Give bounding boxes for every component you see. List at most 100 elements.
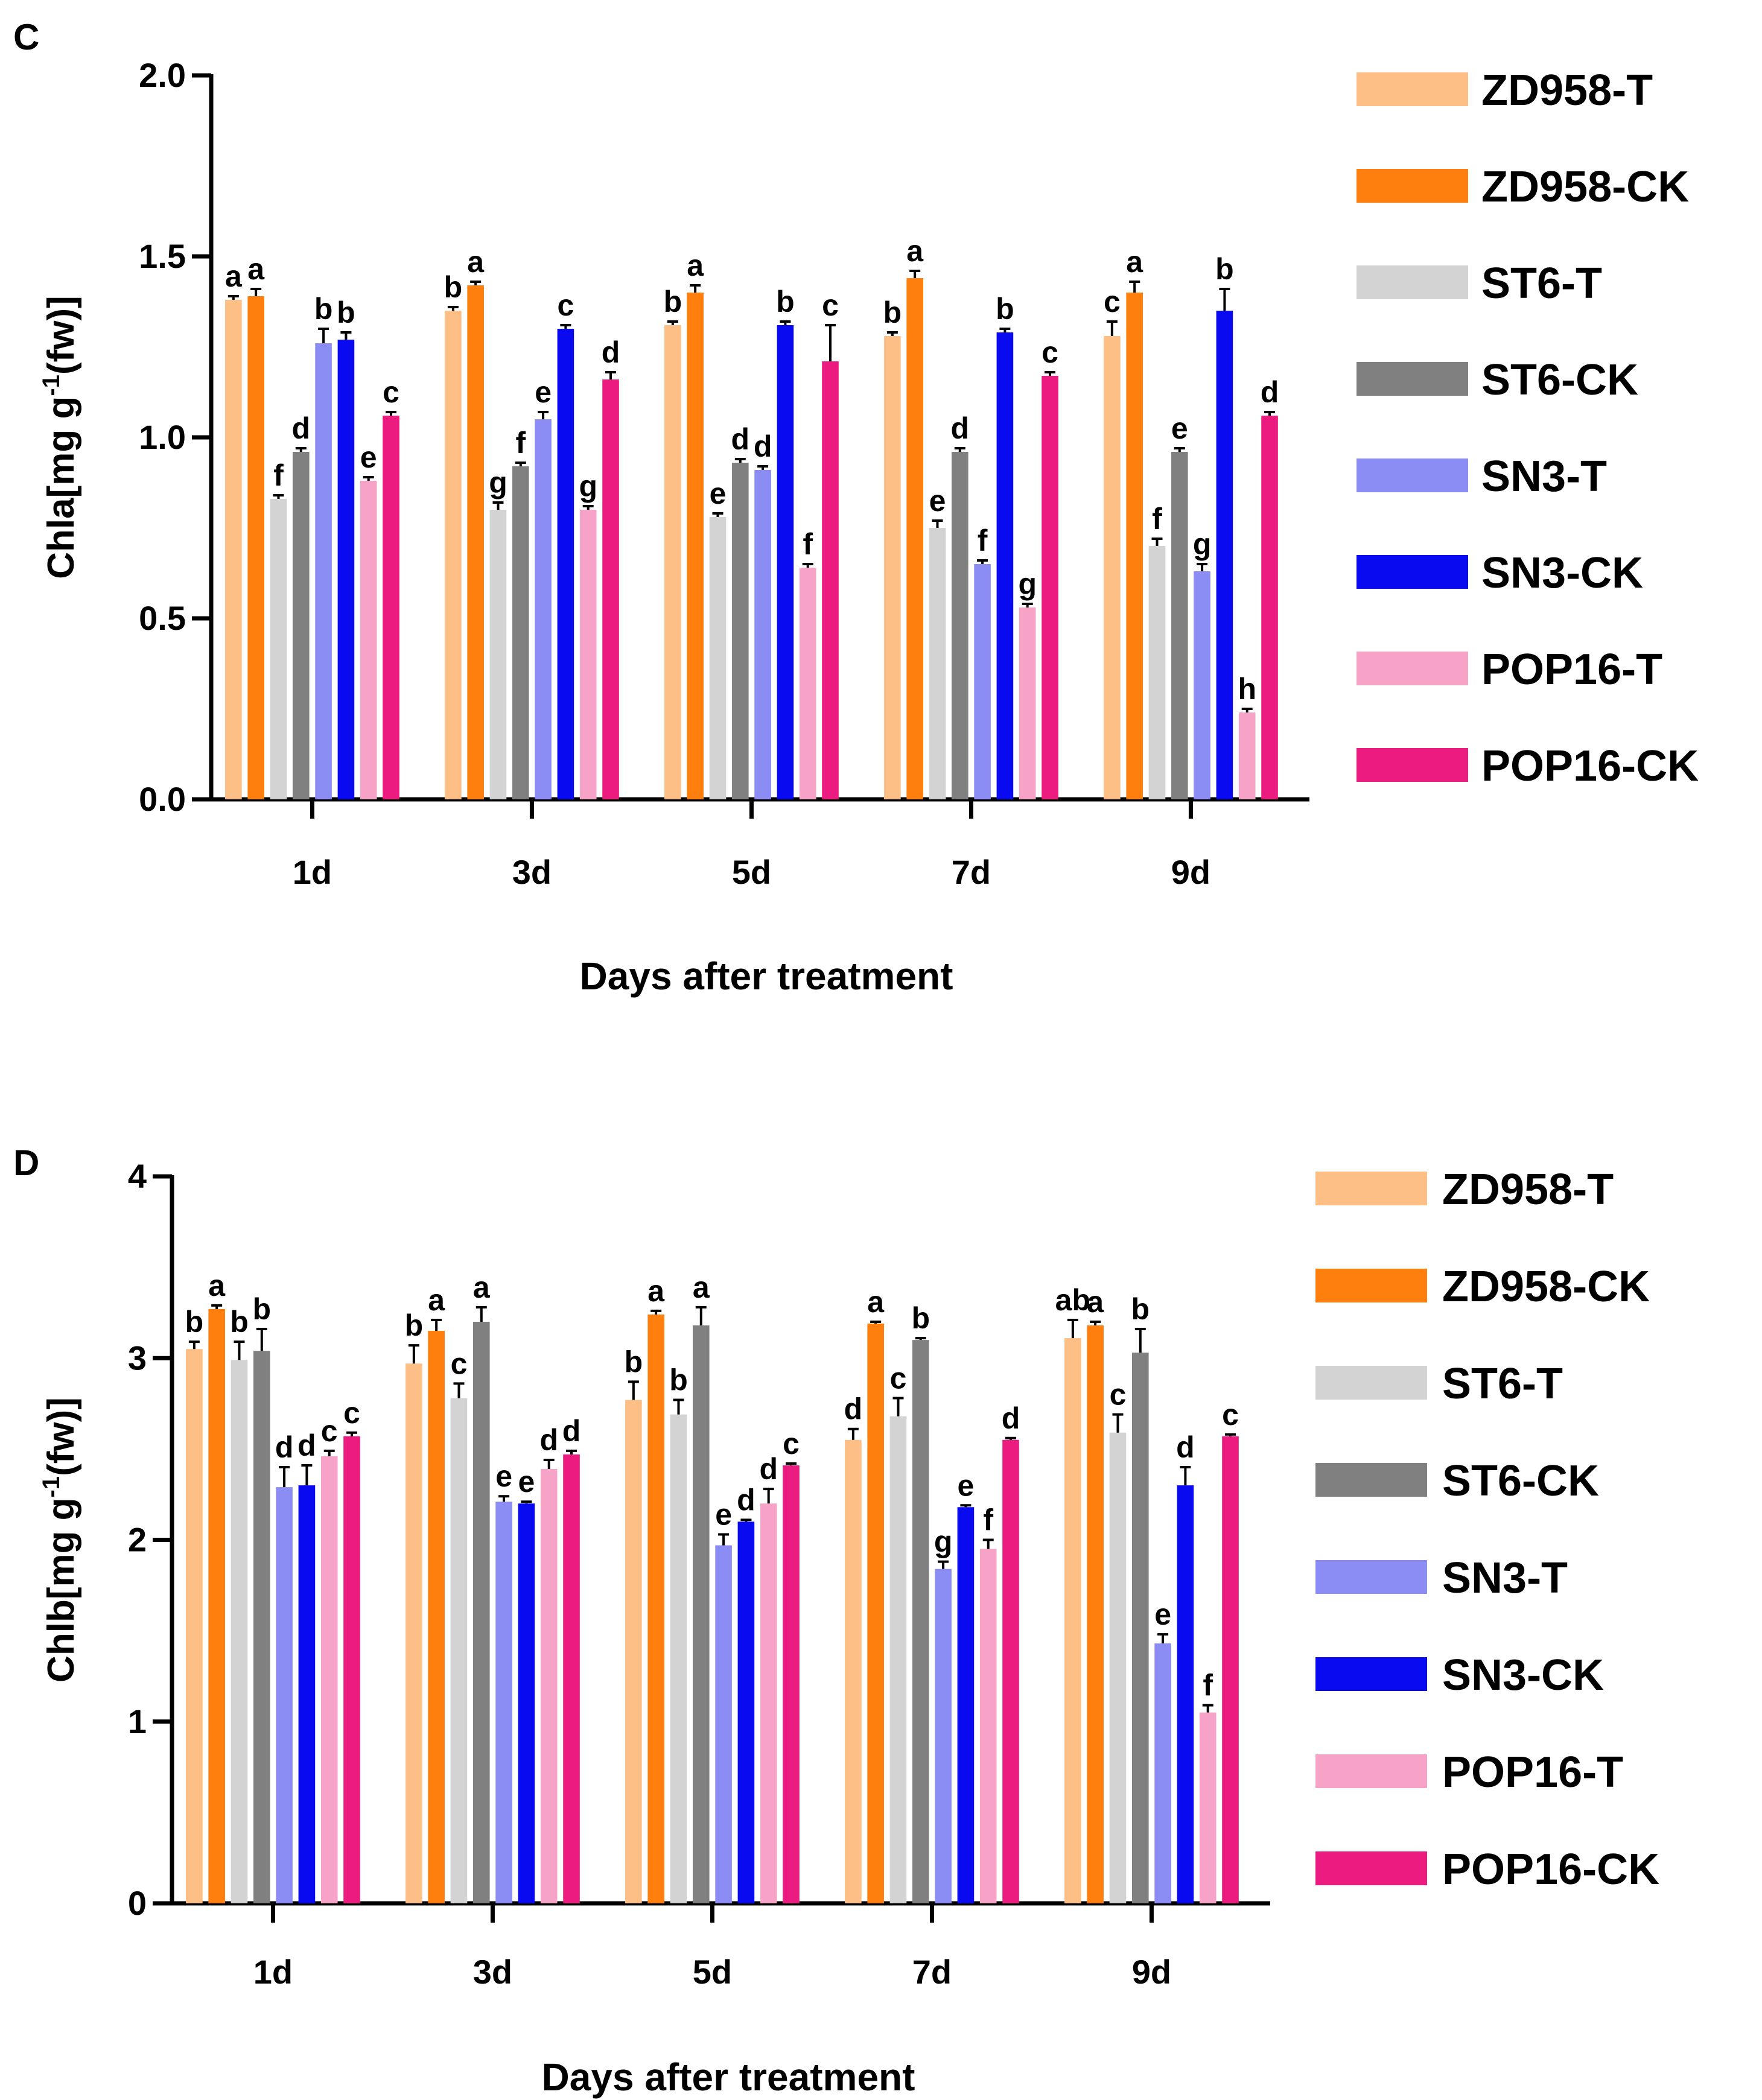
- significance-label: b: [337, 296, 355, 329]
- significance-label: f: [515, 426, 526, 460]
- legend-label: ZD958-CK: [1442, 1263, 1650, 1311]
- significance-label: e: [929, 484, 946, 518]
- bar: [1126, 293, 1143, 799]
- bar: [231, 1360, 248, 1903]
- legend-swatch: [1315, 1754, 1427, 1788]
- bar: [912, 1340, 929, 1903]
- bar: [1064, 1338, 1081, 1903]
- y-tick-label: 3: [128, 1339, 147, 1377]
- significance-label: e: [715, 1497, 732, 1531]
- significance-label: c: [890, 1362, 907, 1395]
- bar: [996, 332, 1014, 799]
- significance-label: d: [292, 411, 311, 445]
- bar: [472, 1322, 490, 1903]
- bar: [974, 564, 991, 799]
- bar: [292, 452, 310, 799]
- bar: [383, 416, 399, 799]
- x-tick-label: 5d: [732, 853, 771, 891]
- bar: [731, 463, 749, 799]
- significance-label: d: [297, 1429, 316, 1462]
- legend-label: ZD958-T: [1442, 1166, 1614, 1214]
- bar: [783, 1465, 800, 1903]
- y-tick-label: 0: [128, 1884, 147, 1922]
- legend-label: ZD958-CK: [1481, 163, 1689, 211]
- bar: [253, 1351, 270, 1903]
- x-tick-label: 5d: [693, 1953, 732, 1991]
- legend-label: POP16-T: [1442, 1748, 1623, 1797]
- bar: [557, 329, 574, 799]
- significance-label: d: [562, 1414, 581, 1448]
- y-axis-title-sup: -1: [38, 1476, 65, 1498]
- bar: [540, 1469, 558, 1903]
- bar: [1042, 376, 1058, 799]
- bar: [1002, 1439, 1019, 1903]
- bar: [445, 311, 462, 799]
- significance-label: a: [867, 1285, 885, 1319]
- y-axis-title-sup: -1: [38, 375, 65, 396]
- significance-label: g: [489, 466, 507, 500]
- significance-label: b: [912, 1301, 930, 1335]
- legend-label: POP16-CK: [1481, 742, 1699, 790]
- significance-label: a: [247, 252, 265, 286]
- y-axis-title-tail: (fw)]: [40, 1397, 82, 1476]
- panel-label: D: [13, 1143, 39, 1183]
- legend-swatch: [1356, 748, 1468, 782]
- significance-label: g: [579, 469, 597, 503]
- x-tick-label: 3d: [473, 1953, 512, 1991]
- bar: [343, 1436, 360, 1903]
- significance-label: h: [1238, 672, 1256, 706]
- bar: [563, 1454, 580, 1903]
- legend-swatch: [1315, 1172, 1427, 1205]
- bar: [579, 510, 597, 799]
- bar: [1238, 712, 1256, 799]
- legend-label: SN3-CK: [1442, 1651, 1604, 1699]
- bar: [884, 336, 901, 799]
- bar: [754, 470, 771, 799]
- y-tick-label: 2: [128, 1521, 147, 1559]
- bar: [489, 510, 507, 799]
- bar: [298, 1485, 316, 1903]
- significance-label: e: [495, 1459, 512, 1493]
- significance-label: b: [776, 285, 795, 319]
- bar: [979, 1549, 997, 1903]
- y-tick-label: 0.0: [139, 780, 186, 818]
- significance-label: g: [1018, 567, 1037, 601]
- x-tick-label: 3d: [512, 853, 552, 891]
- significance-label: b: [185, 1305, 204, 1339]
- bar: [951, 452, 968, 799]
- significance-label: b: [664, 285, 682, 319]
- bar: [692, 1325, 710, 1903]
- legend-swatch: [1356, 72, 1468, 106]
- significance-label: d: [759, 1452, 778, 1486]
- bar: [957, 1507, 975, 1903]
- panel-label: C: [13, 17, 39, 57]
- legend-swatch: [1356, 458, 1468, 492]
- legend-label: ST6-CK: [1442, 1457, 1599, 1505]
- y-tick-label: 2.0: [139, 56, 186, 94]
- significance-label: c: [557, 288, 574, 322]
- bar: [276, 1487, 293, 1903]
- bar: [1261, 416, 1278, 799]
- legend-label: POP16-T: [1481, 646, 1662, 694]
- y-axis-title-tail: (fw)]: [40, 296, 82, 375]
- significance-label: a: [467, 245, 485, 279]
- y-axis-title: Chlb[mg g-1(fw)]: [38, 1397, 82, 1683]
- significance-label: a: [647, 1274, 665, 1308]
- significance-label: b: [230, 1305, 249, 1339]
- legend: ZD958-T ZD958-CK ST6-T ST6-CK SN3-T SN3-CK POP…: [1356, 66, 1699, 790]
- significance-label: c: [1110, 1378, 1127, 1412]
- bar: [270, 499, 287, 799]
- bar: [1199, 1712, 1217, 1903]
- significance-label: d: [275, 1430, 294, 1464]
- bar: [495, 1502, 512, 1903]
- significance-label: e: [710, 477, 727, 510]
- significance-label: g: [1193, 527, 1212, 561]
- significance-label: d: [1176, 1430, 1195, 1464]
- x-tick-label: 7d: [912, 1953, 952, 1991]
- legend-label: POP16-CK: [1442, 1845, 1659, 1894]
- bar: [935, 1569, 952, 1903]
- legend: ZD958-T ZD958-CK ST6-T ST6-CK SN3-T SN3-CK POP…: [1315, 1166, 1659, 1894]
- bar: [225, 300, 242, 799]
- bar: [512, 466, 529, 799]
